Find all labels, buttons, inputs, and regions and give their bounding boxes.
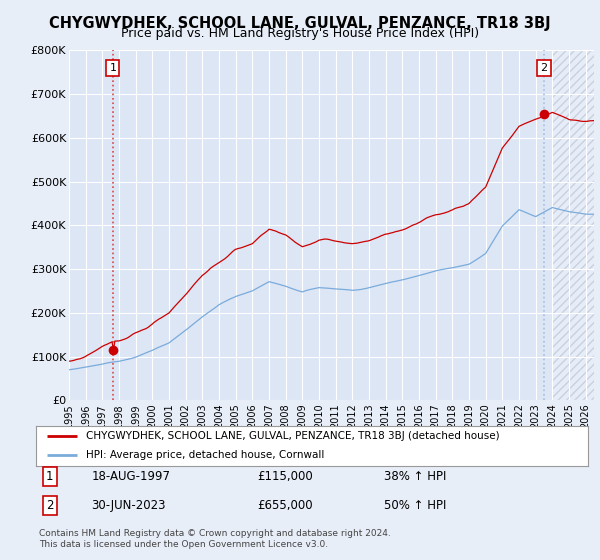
- Text: 50% ↑ HPI: 50% ↑ HPI: [384, 499, 446, 512]
- Text: 38% ↑ HPI: 38% ↑ HPI: [384, 470, 446, 483]
- Text: 18-AUG-1997: 18-AUG-1997: [91, 470, 170, 483]
- Text: 1: 1: [109, 63, 116, 73]
- Text: Price paid vs. HM Land Registry's House Price Index (HPI): Price paid vs. HM Land Registry's House …: [121, 27, 479, 40]
- Text: £115,000: £115,000: [257, 470, 313, 483]
- Text: HPI: Average price, detached house, Cornwall: HPI: Average price, detached house, Corn…: [86, 450, 324, 460]
- Text: CHYGWYDHEK, SCHOOL LANE, GULVAL, PENZANCE, TR18 3BJ: CHYGWYDHEK, SCHOOL LANE, GULVAL, PENZANC…: [49, 16, 551, 31]
- Text: 2: 2: [541, 63, 548, 73]
- Text: 1: 1: [46, 470, 53, 483]
- Text: £655,000: £655,000: [257, 499, 313, 512]
- Text: Contains HM Land Registry data © Crown copyright and database right 2024.
This d: Contains HM Land Registry data © Crown c…: [39, 529, 391, 549]
- Text: 30-JUN-2023: 30-JUN-2023: [91, 499, 166, 512]
- Text: CHYGWYDHEK, SCHOOL LANE, GULVAL, PENZANCE, TR18 3BJ (detached house): CHYGWYDHEK, SCHOOL LANE, GULVAL, PENZANC…: [86, 432, 499, 441]
- Text: 2: 2: [46, 499, 53, 512]
